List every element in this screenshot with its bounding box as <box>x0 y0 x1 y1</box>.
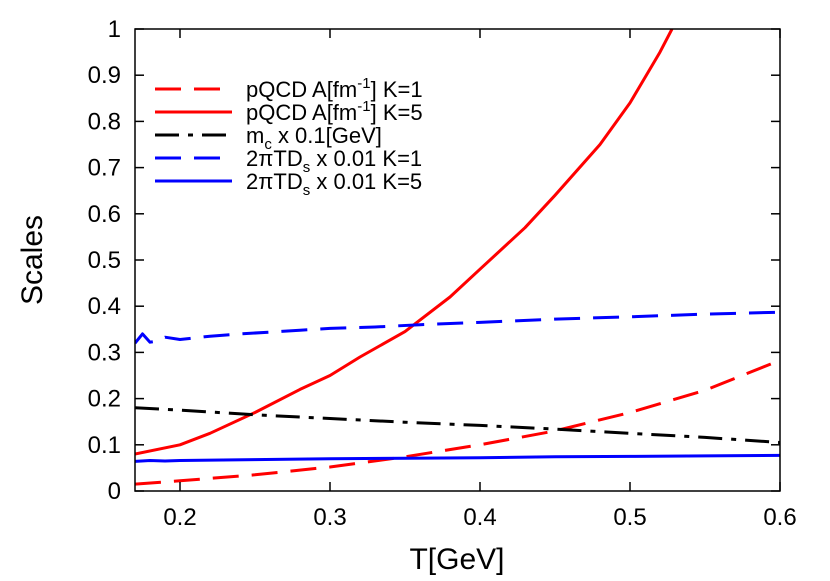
series-line-2 <box>135 29 674 456</box>
y-axis-title: Scales <box>16 215 49 305</box>
legend-label-sup: -1 <box>357 98 370 115</box>
legend-label-main: pQCD A[fm <box>246 100 357 125</box>
series-layer <box>135 29 780 486</box>
legend-label-main: pQCD A[fm <box>246 77 357 102</box>
legend-label-end: x 0.1[GeV] <box>272 123 382 148</box>
series-line-4 <box>135 310 780 345</box>
y-tick-label: 0.9 <box>88 62 121 89</box>
y-tick-label: 0.3 <box>88 339 121 366</box>
legend-label-sub: s <box>303 182 311 199</box>
legend-label-sup: -1 <box>357 75 370 92</box>
legend-label-1: pQCD A[fm-1] K=1 <box>246 75 423 102</box>
x-tick-label: 0.5 <box>613 504 646 531</box>
series-line-5 <box>135 453 780 463</box>
legend-label-main: 2πTD <box>246 169 303 194</box>
x-tick-label: 0.6 <box>763 504 796 531</box>
legend-label-3: mc x 0.1[GeV] <box>246 123 382 153</box>
legend-label-end: ] K=1 <box>371 77 423 102</box>
y-tick-label: 0.8 <box>88 108 121 135</box>
series-line-1 <box>135 358 780 486</box>
y-tick-label: 0 <box>108 478 121 505</box>
legend-label-sub: c <box>264 136 272 153</box>
y-tick-label: 0.6 <box>88 201 121 228</box>
x-tick-label: 0.4 <box>463 504 496 531</box>
legend-label-4: 2πTDs x 0.01 K=1 <box>246 146 422 176</box>
ticks-layer: 0.2 0.3 0.4 0.5 0.6 0 0.1 0.2 0.3 0.4 0.5 0.6 0.7 0.8… <box>88 16 797 531</box>
legend-label-end: x 0.01 K=5 <box>310 169 422 194</box>
legend-label-5: 2πTDs x 0.01 K=5 <box>246 169 422 199</box>
legend-label-end: x 0.01 K=1 <box>310 146 422 171</box>
x-axis-title: T[GeV] <box>409 543 504 576</box>
legend-label-2: pQCD A[fm-1] K=5 <box>246 98 423 125</box>
series-line-3 <box>135 406 780 444</box>
y-tick-label: 0.7 <box>88 155 121 182</box>
legend-label-main: m <box>246 123 264 148</box>
y-tick-label: 0.4 <box>88 293 121 320</box>
legend-label-end: ] K=5 <box>371 100 423 125</box>
y-tick-label: 1 <box>108 16 121 43</box>
legend-label-sub: s <box>303 159 311 176</box>
legend-label-main: 2πTD <box>246 146 303 171</box>
y-tick-label: 0.1 <box>88 432 121 459</box>
y-tick-label: 0.2 <box>88 386 121 413</box>
x-tick-label: 0.3 <box>313 504 346 531</box>
x-tick-label: 0.2 <box>163 504 196 531</box>
y-tick-label: 0.5 <box>88 247 121 274</box>
